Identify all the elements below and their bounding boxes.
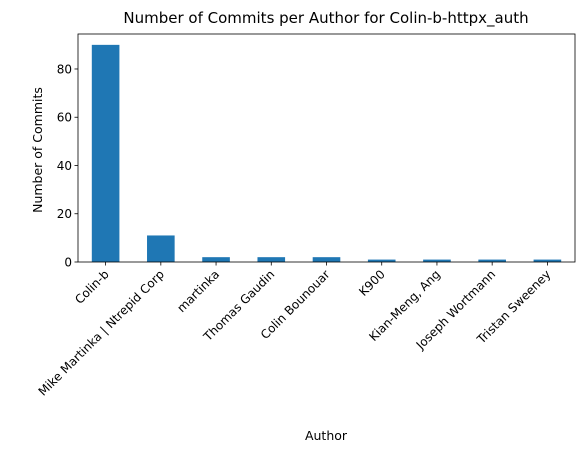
bar-9 bbox=[533, 259, 562, 262]
bar-3 bbox=[202, 257, 230, 262]
x-tick-label-3: martinka bbox=[174, 267, 222, 315]
plot-frame bbox=[77, 33, 576, 263]
bar-7 bbox=[423, 259, 451, 262]
y-tick-label-80: 80 bbox=[57, 62, 72, 76]
y-tick-label-0: 0 bbox=[64, 255, 72, 269]
bar-4 bbox=[257, 257, 286, 262]
y-tick-label-60: 60 bbox=[57, 111, 72, 125]
y-tick-label-40: 40 bbox=[57, 159, 72, 173]
x-axis-label: Author bbox=[305, 428, 348, 443]
y-axis-label: Number of Commits bbox=[30, 87, 45, 213]
bar-1 bbox=[91, 44, 120, 262]
bar-6 bbox=[367, 259, 396, 262]
bar-5 bbox=[312, 257, 341, 262]
x-tick-label-1: Colin-b bbox=[72, 267, 112, 307]
y-tick-label-20: 20 bbox=[57, 207, 72, 221]
chart-title: Number of Commits per Author for Colin-b… bbox=[123, 9, 528, 28]
bar-2 bbox=[147, 235, 175, 262]
bar-8 bbox=[478, 259, 506, 262]
x-tick-label-6: K900 bbox=[356, 267, 388, 299]
